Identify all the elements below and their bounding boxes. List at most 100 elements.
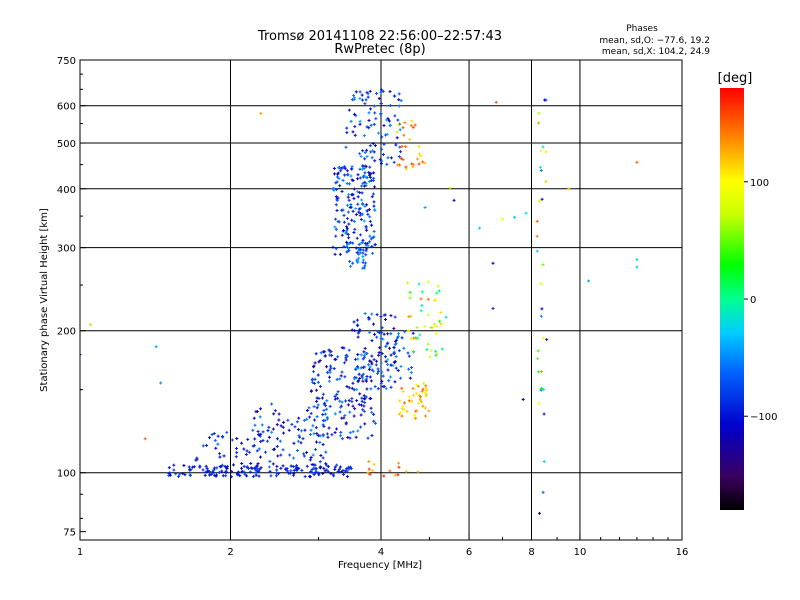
data-point: [376, 387, 380, 391]
data-point: [348, 410, 352, 414]
data-point: [358, 97, 362, 101]
data-point: [353, 96, 357, 100]
data-point: [354, 90, 358, 94]
colorbar-tick-label: 0: [750, 295, 756, 306]
data-point: [434, 331, 438, 335]
data-point: [295, 420, 299, 424]
data-point: [351, 179, 355, 183]
data-point: [397, 349, 401, 353]
data-point: [260, 423, 264, 427]
data-point: [355, 251, 359, 255]
data-point: [380, 370, 384, 374]
data-point: [358, 328, 362, 332]
data-point: [380, 135, 384, 139]
data-point: [333, 431, 337, 435]
data-point: [336, 470, 340, 474]
data-point: [267, 435, 271, 439]
data-point: [315, 432, 319, 436]
data-point: [271, 427, 275, 431]
data-point: [538, 165, 542, 169]
data-point: [259, 455, 263, 459]
data-point: [347, 236, 351, 240]
data-point: [316, 380, 320, 384]
data-point: [352, 414, 356, 418]
data-point: [311, 453, 315, 457]
colorbar-label: [deg]: [718, 71, 753, 86]
data-point: [369, 379, 373, 383]
data-point: [295, 464, 299, 468]
data-point: [376, 369, 380, 373]
data-point: [187, 465, 191, 469]
data-point: [370, 156, 374, 160]
data-point: [320, 396, 324, 400]
data-point: [370, 410, 374, 414]
data-point: [322, 466, 326, 470]
data-point: [367, 459, 371, 463]
data-point: [297, 434, 301, 438]
data-point: [254, 466, 258, 470]
data-point: [369, 397, 373, 401]
data-point: [357, 242, 361, 246]
data-point: [210, 433, 214, 437]
data-point: [348, 259, 352, 263]
data-point: [216, 442, 220, 446]
data-point: [356, 177, 360, 181]
data-point: [414, 409, 418, 413]
data-point: [413, 413, 417, 417]
data-point: [406, 281, 410, 285]
data-point: [315, 440, 319, 444]
data-point: [284, 467, 288, 471]
data-point: [424, 406, 428, 410]
data-point: [315, 406, 319, 410]
data-point: [385, 118, 389, 122]
data-point: [370, 245, 374, 249]
data-point: [374, 363, 378, 367]
data-point: [384, 133, 388, 137]
data-point: [314, 352, 318, 356]
data-point: [367, 317, 371, 321]
data-point: [339, 434, 343, 438]
data-point: [396, 473, 400, 477]
data-point: [312, 473, 316, 477]
data-point: [340, 370, 344, 374]
data-point: [389, 363, 393, 367]
data-point: [333, 465, 337, 469]
data-point: [372, 122, 376, 126]
data-point: [322, 424, 326, 428]
data-point: [540, 197, 544, 201]
data-point: [539, 169, 543, 173]
data-point: [372, 104, 376, 108]
data-point: [341, 178, 345, 182]
x-axis-ticks: 1 2 4 6 8 10 16: [77, 534, 688, 558]
data-point: [341, 229, 345, 233]
data-point: [313, 471, 317, 475]
data-point: [635, 160, 639, 164]
data-point: [356, 195, 360, 199]
data-point: [349, 241, 353, 245]
data-point: [174, 472, 178, 476]
data-point: [359, 353, 363, 357]
data-point: [261, 430, 265, 434]
data-point: [313, 463, 317, 467]
data-point: [336, 166, 340, 170]
data-point: [343, 375, 347, 379]
data-point: [333, 357, 337, 361]
data-point: [351, 261, 355, 265]
data-point: [305, 451, 309, 455]
data-point: [305, 464, 309, 468]
data-point: [381, 89, 385, 93]
data-point: [350, 165, 354, 169]
data-point: [380, 330, 384, 334]
data-point: [305, 409, 309, 413]
data-point: [373, 111, 377, 115]
data-point: [357, 372, 361, 376]
data-point: [328, 375, 332, 379]
data-point: [344, 231, 348, 235]
data-point: [362, 350, 366, 354]
data-point: [328, 353, 332, 357]
data-point: [302, 452, 306, 456]
data-point: [336, 355, 340, 359]
data-point: [536, 357, 540, 361]
data-point: [281, 425, 285, 429]
data-point: [524, 211, 528, 215]
